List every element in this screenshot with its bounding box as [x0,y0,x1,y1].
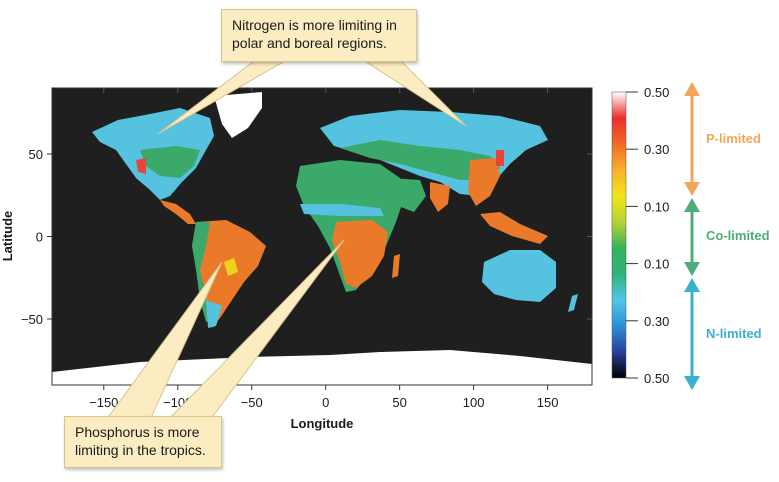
antarctica-ice [52,350,592,385]
x-axis-tick-label: 0 [322,395,329,410]
phosphorus-callout-line-2: limiting in the tropics. [75,442,206,458]
north-america-red-spot [136,158,146,174]
p-limited-label: P-limited [706,131,761,146]
colorbar-tick-label: 0.50 [644,85,669,100]
map-land-layer [52,92,592,385]
colorbar [611,91,627,379]
colorbar-tick-label: 0.10 [644,199,669,214]
y-axis-title: Latitude [0,211,15,262]
co-limited-label: Co-limited [706,228,770,243]
y-axis-tick-label: 50 [29,147,43,162]
x-axis-tick-label: −50 [241,395,263,410]
x-axis-title: Longitude [291,416,354,431]
x-axis: −150 −100 −50 0 50 100 150 [89,88,558,410]
east-asia-orange [468,158,500,206]
p-limited-arrow [684,82,700,196]
colorbar-tick-label: 0.30 [644,314,669,329]
australia-land [482,250,556,302]
x-axis-tick-label: 150 [537,395,559,410]
y-axis: 50 0 −50 [21,147,592,327]
south-america-green-edge [192,222,210,322]
africa-orange-center [332,220,388,288]
madagascar [392,254,400,278]
n-limited-arrow [684,278,700,390]
x-axis-tick-label: 50 [392,395,406,410]
central-america-land [160,200,196,224]
south-america-south-tip [206,300,222,328]
co-limited-arrow [684,198,700,276]
phosphorus-callout: Phosphorus is more limiting in the tropi… [64,416,222,468]
colorbar-ticks: 0.50 0.30 0.10 0.10 0.30 0.50 [626,85,669,386]
nitrogen-callout-line-2: polar and boreal regions. [232,35,387,51]
colorbar-tick-label: 0.30 [644,142,669,157]
phosphorus-callout-line-1: Phosphorus is more [75,424,200,440]
x-axis-tick-label: −150 [89,395,118,410]
new-zealand [568,294,578,312]
south-america-yellow-spot [224,258,238,276]
greenland-ice [214,92,262,138]
africa-sahel-band [300,204,384,216]
colorbar-tick-label: 0.10 [644,257,669,272]
colorbar-tick-label: 0.50 [644,371,669,386]
y-axis-tick-label: 0 [36,230,43,245]
southeast-asia-islands [480,212,548,244]
east-asia-red-spot [496,150,504,166]
south-asia-orange [430,182,450,212]
nitrogen-callout: Nitrogen is more limiting in polar and b… [221,9,417,62]
nitrogen-callout-line-1: Nitrogen is more limiting in [232,17,397,33]
north-america-green-band [140,146,200,178]
eurasia-green-band [340,140,500,180]
y-axis-tick-label: −50 [21,312,43,327]
x-axis-tick-label: 100 [463,395,485,410]
n-limited-label: N-limited [706,326,762,341]
arabia-land [390,178,426,212]
